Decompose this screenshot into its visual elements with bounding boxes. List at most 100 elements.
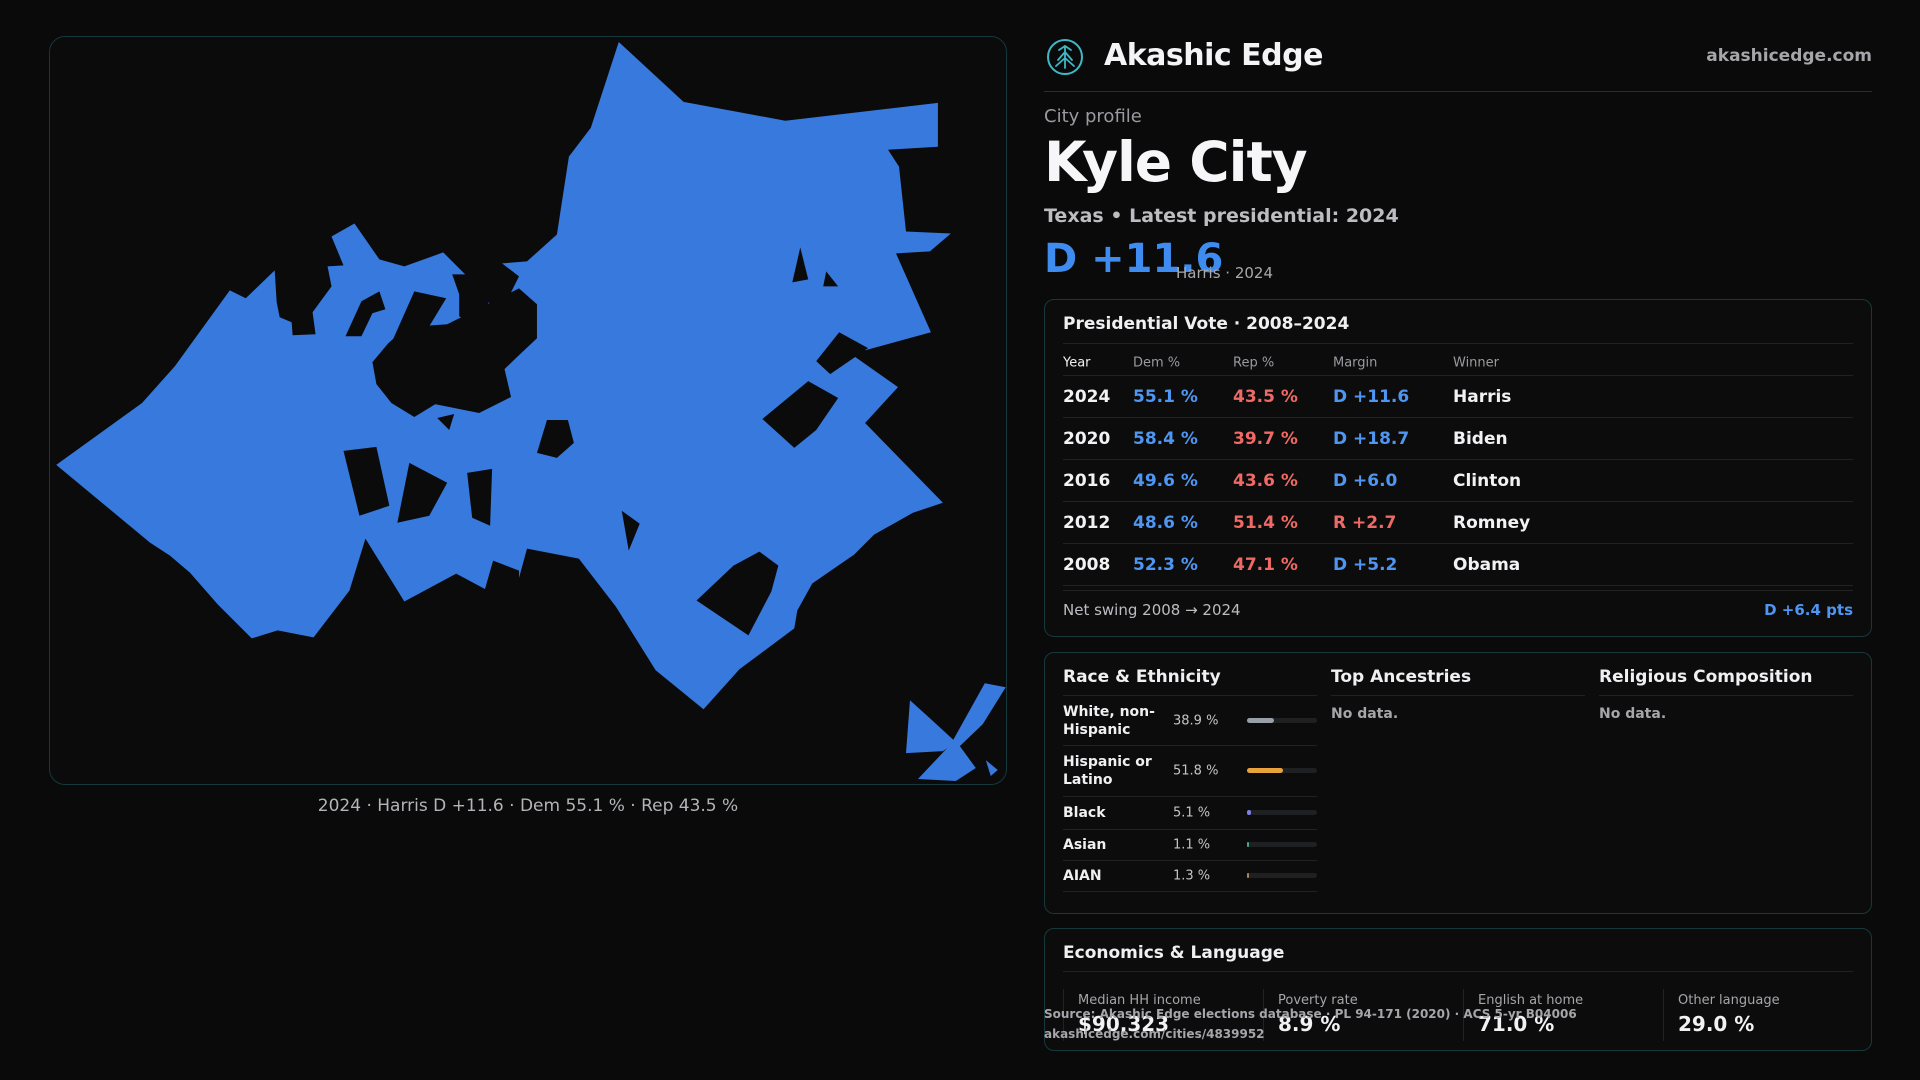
map-caption: 2024 · Harris D +11.6 · Dem 55.1 % · Rep… <box>317 796 739 816</box>
vote-row-2012: 2012 48.6 % 51.4 % R +2.7 Romney <box>1063 502 1853 544</box>
map-hole-4 <box>429 352 512 413</box>
net-swing-label: Net swing 2008 → 2024 <box>1063 601 1241 619</box>
stat-value: 71.0 % <box>1478 1012 1555 1036</box>
race-bar-fill <box>1247 717 1275 723</box>
vote-year: 2008 <box>1063 554 1111 575</box>
race-row: White, non-Hispanic 38.9 % <box>1063 696 1317 746</box>
source-note: Source: Akashic Edge elections database … <box>1044 1004 1577 1044</box>
economics-stat: English at home 71.0 % <box>1463 989 1653 1041</box>
vote-dem-pct: 49.6 % <box>1133 470 1198 491</box>
header-rep: Rep % <box>1233 355 1275 370</box>
map-hole-6 <box>343 446 390 516</box>
page-title: Kyle City <box>1044 130 1308 194</box>
vote-rep-pct: 51.4 % <box>1233 512 1298 533</box>
stat-label: Median HH income <box>1078 993 1201 1008</box>
race-label: AIAN <box>1063 868 1102 884</box>
vote-rep-pct: 43.6 % <box>1233 470 1298 491</box>
header-margin: Margin <box>1333 355 1378 370</box>
economics-stat: Other language 29.0 % <box>1663 989 1853 1041</box>
race-label: Black <box>1063 805 1106 821</box>
map-hole-10 <box>621 510 640 551</box>
vote-margin: D +5.2 <box>1333 554 1398 575</box>
map-hole-13 <box>816 332 869 375</box>
race-percent: 1.1 % <box>1173 837 1211 853</box>
demographics-card: Race & Ethnicity White, non-Hispanic 38.9… <box>1044 652 1872 914</box>
ancestries-title: Top Ancestries <box>1331 667 1585 696</box>
religion-empty: No data. <box>1599 706 1667 722</box>
city-boundary-se-corner <box>917 683 1006 782</box>
race-bar-track <box>1247 768 1317 773</box>
map-hole-8 <box>467 468 493 526</box>
vote-year: 2020 <box>1063 428 1111 449</box>
net-swing-value: D +6.4 pts <box>1764 601 1853 619</box>
race-bar-track <box>1247 873 1317 878</box>
vote-dem-pct: 55.1 % <box>1133 386 1198 407</box>
source-url-link[interactable]: akashicedge.com/cities/4839952 <box>1044 1027 1265 1041</box>
race-title: Race & Ethnicity <box>1063 667 1317 696</box>
tree-logo-icon[interactable] <box>1046 38 1084 76</box>
vote-year: 2012 <box>1063 512 1111 533</box>
vote-row-2020: 2020 58.4 % 39.7 % D +18.7 Biden <box>1063 418 1853 460</box>
city-boundary-se-bits <box>985 760 998 777</box>
religion-column: Religious Composition No data. <box>1599 667 1853 722</box>
race-bar-track <box>1247 810 1317 815</box>
vote-card-title: Presidential Vote · 2008–2024 <box>1063 314 1350 334</box>
city-map[interactable] <box>49 36 1007 785</box>
vote-margin: D +11.6 <box>1333 386 1410 407</box>
headline-margin-detail: Harris · 2024 <box>1176 264 1274 282</box>
economics-stat: Poverty rate 8.9 % <box>1263 989 1453 1041</box>
economics-card: Economics & Language Median HH income $90… <box>1044 928 1872 1051</box>
divider <box>1063 343 1853 344</box>
ancestries-column: Top Ancestries No data. <box>1331 667 1585 722</box>
race-ethnicity-column: Race & Ethnicity White, non-Hispanic 38.9… <box>1063 667 1317 892</box>
race-percent: 1.3 % <box>1173 868 1211 884</box>
map-hole-2 <box>381 291 447 367</box>
race-row: AIAN 1.3 % <box>1063 861 1317 892</box>
brand-header: Akashic Edge akashicedge.com <box>1044 32 1872 92</box>
header-winner: Winner <box>1453 355 1500 370</box>
race-label: Hispanic or Latino <box>1063 754 1152 788</box>
race-row: Asian 1.1 % <box>1063 830 1317 861</box>
vote-winner: Obama <box>1453 554 1521 575</box>
race-bar-fill <box>1247 768 1284 773</box>
race-row: Black 5.1 % <box>1063 797 1317 830</box>
vote-winner: Harris <box>1453 386 1512 407</box>
race-row: Hispanic or Latino 51.8 % <box>1063 746 1317 797</box>
vote-margin: D +18.7 <box>1333 428 1410 449</box>
economics-stat: Median HH income $90,323 <box>1063 989 1253 1041</box>
vote-winner: Clinton <box>1453 470 1522 491</box>
map-hole-11 <box>696 551 779 636</box>
stat-value: $90,323 <box>1078 1012 1170 1036</box>
religion-title: Religious Composition <box>1599 667 1853 696</box>
race-bar-fill <box>1247 873 1249 878</box>
race-bar-track <box>1247 842 1317 847</box>
economics-title: Economics & Language <box>1063 943 1285 963</box>
header-year: Year <box>1063 355 1091 370</box>
map-hole-14 <box>792 247 809 283</box>
stat-label: Other language <box>1678 993 1780 1008</box>
vote-dem-pct: 58.4 % <box>1133 428 1198 449</box>
state-subline: Texas • Latest presidential: 2024 <box>1044 205 1399 227</box>
brand-name[interactable]: Akashic Edge <box>1104 38 1323 73</box>
presidential-vote-card: Presidential Vote · 2008–2024 Year Dem %… <box>1044 299 1872 637</box>
vote-margin: D +6.0 <box>1333 470 1398 491</box>
vote-dem-pct: 52.3 % <box>1133 554 1198 575</box>
vote-table-header: Year Dem % Rep % Margin Winner <box>1063 350 1853 376</box>
divider <box>1063 971 1853 972</box>
race-percent: 51.8 % <box>1173 763 1219 779</box>
vote-row-2024: 2024 55.1 % 43.5 % D +11.6 Harris <box>1063 376 1853 418</box>
race-percent: 5.1 % <box>1173 805 1211 821</box>
stat-value: 8.9 % <box>1278 1012 1341 1036</box>
race-bar-fill <box>1247 810 1251 815</box>
vote-row-2016: 2016 49.6 % 43.6 % D +6.0 Clinton <box>1063 460 1853 502</box>
ancestries-empty: No data. <box>1331 706 1399 722</box>
vote-winner: Biden <box>1453 428 1508 449</box>
map-hole-16 <box>437 413 455 430</box>
header-dem: Dem % <box>1133 355 1181 370</box>
stat-label: English at home <box>1478 993 1584 1008</box>
vote-winner: Romney <box>1453 512 1531 533</box>
brand-url-link[interactable]: akashicedge.com <box>1706 46 1872 66</box>
net-swing-row: Net swing 2008 → 2024 D +6.4 pts <box>1063 590 1853 620</box>
source-citation: Source: Akashic Edge elections database … <box>1044 1007 1577 1021</box>
map-hole-9 <box>479 560 520 610</box>
